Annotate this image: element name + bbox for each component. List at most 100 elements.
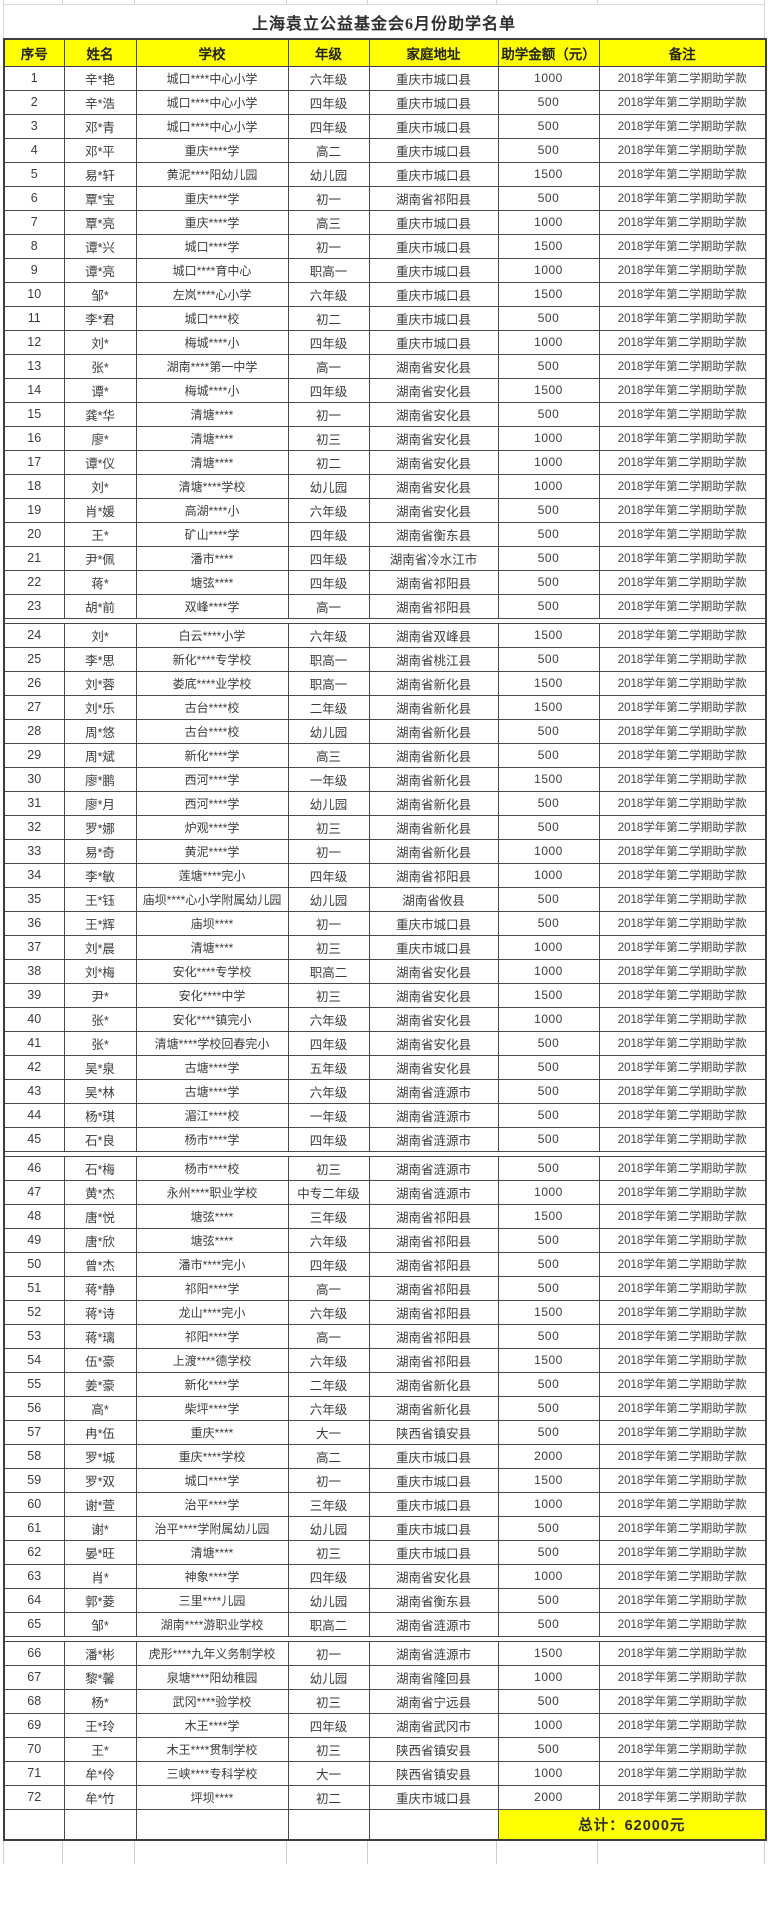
cell-amount: 1000 xyxy=(497,473,600,499)
cell-school: 湖南****游职业学校 xyxy=(135,1611,289,1637)
cell-name: 覃*亮 xyxy=(63,209,137,235)
cell-grade: 六年级 xyxy=(287,1299,370,1325)
cell-remark: 2018学年第二学期助学款 xyxy=(598,1712,767,1738)
table-row: 58 罗*城 重庆****学校 高二 重庆市城口县 2000 2018学年第二学期助学款 xyxy=(3,1443,767,1469)
cell-school: 黄泥****学 xyxy=(135,838,289,864)
cell-name: 冉*伍 xyxy=(63,1419,137,1445)
cell-school: 祁阳****学 xyxy=(135,1275,289,1301)
cell-address: 湖南省涟源市 xyxy=(368,1078,499,1104)
column-header: 助学金额（元） xyxy=(497,38,600,67)
empty-cell xyxy=(287,1808,370,1841)
cell-no: 20 xyxy=(3,521,65,547)
cell-address: 湖南省涟源市 xyxy=(368,1126,499,1152)
cell-no: 25 xyxy=(3,646,65,672)
cell-school: 治平****学 xyxy=(135,1491,289,1517)
cell-name: 蒋*璃 xyxy=(63,1323,137,1349)
table-row: 27 刘*乐 古台****校 二年级 湖南省新化县 1500 2018学年第二学期助学款 xyxy=(3,694,767,720)
cell-grade: 四年级 xyxy=(287,1251,370,1277)
cell-amount: 500 xyxy=(497,1155,600,1181)
cell-remark: 2018学年第二学期助学款 xyxy=(598,1443,767,1469)
table-row: 64 郭*菱 三里****儿园 幼儿园 湖南省衡东县 500 2018学年第二学期助学款 xyxy=(3,1587,767,1613)
cell-grade: 初一 xyxy=(287,1467,370,1493)
table-row: 14 谭* 梅城****小 四年级 湖南省安化县 1500 2018学年第二学期助学款 xyxy=(3,377,767,403)
cell-school: 木王****学 xyxy=(135,1712,289,1738)
cell-no: 56 xyxy=(3,1395,65,1421)
cell-address: 陕西省镇安县 xyxy=(368,1419,499,1445)
cell-address: 湖南省祁阳县 xyxy=(368,1347,499,1373)
cell-grade: 初三 xyxy=(287,934,370,960)
scholarship-roster-page: 上海袁立公益基金会6月份助学名单 序号 姓名 学校 年级 家庭地址 助学金额（元） 备注 1… xyxy=(3,0,767,1864)
cell-school: 三里****儿园 xyxy=(135,1587,289,1613)
table-row: 45 石*良 杨市****学 四年级 湖南省涟源市 500 2018学年第二学期助学款 xyxy=(3,1126,767,1152)
cell-address: 湖南省新化县 xyxy=(368,718,499,744)
cell-grade: 六年级 xyxy=(287,65,370,91)
cell-address: 湖南省宁远县 xyxy=(368,1688,499,1714)
cell-amount: 1000 xyxy=(497,65,600,91)
cell-grade: 初三 xyxy=(287,1688,370,1714)
cell-grade: 二年级 xyxy=(287,694,370,720)
cell-name: 辛*艳 xyxy=(63,65,137,91)
cell-amount: 1500 xyxy=(497,161,600,187)
cell-grade: 初一 xyxy=(287,910,370,936)
cell-no: 8 xyxy=(3,233,65,259)
cell-amount: 1000 xyxy=(497,1179,600,1205)
cell-grade: 幼儿园 xyxy=(287,718,370,744)
table-row: 18 刘* 清塘****学校 幼儿园 湖南省安化县 1000 2018学年第二学期助学款 xyxy=(3,473,767,499)
cell-amount: 500 xyxy=(497,113,600,139)
cell-no: 44 xyxy=(3,1102,65,1128)
empty-cell xyxy=(63,1808,137,1841)
cell-grade: 初三 xyxy=(287,425,370,451)
cell-grade: 幼儿园 xyxy=(287,473,370,499)
table-row: 20 王* 矿山****学 四年级 湖南省衡东县 500 2018学年第二学期助学款 xyxy=(3,521,767,547)
cell-remark: 2018学年第二学期助学款 xyxy=(598,521,767,547)
table-row: 62 晏*旺 清塘**** 初三 重庆市城口县 500 2018学年第二学期助学款 xyxy=(3,1539,767,1565)
cell-address: 重庆市城口县 xyxy=(368,1539,499,1565)
cell-school: 西河****学 xyxy=(135,790,289,816)
cell-no: 51 xyxy=(3,1275,65,1301)
table-row: 36 王*辉 庙坝**** 初一 重庆市城口县 500 2018学年第二学期助学款 xyxy=(3,910,767,936)
cell-school: 重庆****学 xyxy=(135,209,289,235)
cell-name: 邓*青 xyxy=(63,113,137,139)
cell-no: 32 xyxy=(3,814,65,840)
cell-no: 68 xyxy=(3,1688,65,1714)
cell-remark: 2018学年第二学期助学款 xyxy=(598,569,767,595)
cell-address: 湖南省安化县 xyxy=(368,401,499,427)
cell-no: 71 xyxy=(3,1760,65,1786)
table-row: 24 刘* 白云****小学 六年级 湖南省双峰县 1500 2018学年第二学期助学款 xyxy=(3,622,767,648)
cell-grade: 初一 xyxy=(287,838,370,864)
cell-name: 刘* xyxy=(63,622,137,648)
cell-address: 湖南省隆回县 xyxy=(368,1664,499,1690)
cell-no: 5 xyxy=(3,161,65,187)
table-row: 50 曾*杰 潘市****完小 四年级 湖南省祁阳县 500 2018学年第二学期助学款 xyxy=(3,1251,767,1277)
cell-school: 娄底****业学校 xyxy=(135,670,289,696)
cell-school: 祁阳****学 xyxy=(135,1323,289,1349)
cell-remark: 2018学年第二学期助学款 xyxy=(598,305,767,331)
cell-grade: 幼儿园 xyxy=(287,1587,370,1613)
cell-grade: 初三 xyxy=(287,982,370,1008)
cell-remark: 2018学年第二学期助学款 xyxy=(598,1371,767,1397)
cell-amount: 500 xyxy=(497,1078,600,1104)
cell-address: 湖南省安化县 xyxy=(368,449,499,475)
table-row: 68 杨* 武冈****验学校 初三 湖南省宁远县 500 2018学年第二学期助学款 xyxy=(3,1688,767,1714)
cell-remark: 2018学年第二学期助学款 xyxy=(598,1784,767,1810)
cell-name: 刘*梅 xyxy=(63,958,137,984)
cell-address: 重庆市城口县 xyxy=(368,1467,499,1493)
cell-grade: 高一 xyxy=(287,593,370,619)
cell-no: 26 xyxy=(3,670,65,696)
table-row: 23 胡*前 双峰****学 高一 湖南省祁阳县 500 2018学年第二学期助学款 xyxy=(3,593,767,619)
cropped-grid-cell xyxy=(497,1841,598,1864)
cell-amount: 1500 xyxy=(497,233,600,259)
cell-address: 湖南省祁阳县 xyxy=(368,185,499,211)
cell-school: 虎形****九年义务制学校 xyxy=(135,1640,289,1666)
cell-grade: 一年级 xyxy=(287,1102,370,1128)
cell-no: 70 xyxy=(3,1736,65,1762)
cell-remark: 2018学年第二学期助学款 xyxy=(598,161,767,187)
cell-address: 湖南省祁阳县 xyxy=(368,1299,499,1325)
cell-name: 谭*仪 xyxy=(63,449,137,475)
cell-amount: 1000 xyxy=(497,425,600,451)
cell-school: 清塘**** xyxy=(135,425,289,451)
column-header: 学校 xyxy=(135,38,289,67)
table-row: 69 王*玲 木王****学 四年级 湖南省武冈市 1000 2018学年第二学期助学款 xyxy=(3,1712,767,1738)
table-row: 72 牟*竹 坪坝**** 初二 重庆市城口县 2000 2018学年第二学期助学款 xyxy=(3,1784,767,1810)
cell-remark: 2018学年第二学期助学款 xyxy=(598,1323,767,1349)
